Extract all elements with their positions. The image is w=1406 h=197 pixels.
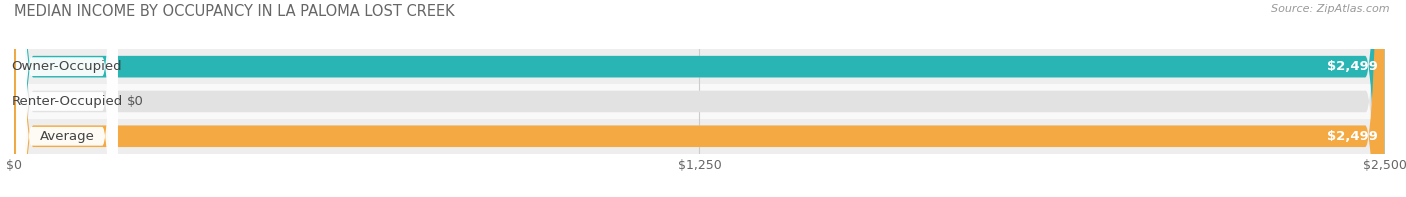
Bar — [14, 119, 1385, 154]
Bar — [14, 49, 1385, 84]
Text: $2,499: $2,499 — [1327, 130, 1378, 143]
FancyBboxPatch shape — [14, 0, 1385, 197]
Text: Owner-Occupied: Owner-Occupied — [11, 60, 122, 73]
Bar — [14, 84, 1385, 119]
FancyBboxPatch shape — [14, 0, 1385, 197]
FancyBboxPatch shape — [17, 0, 118, 197]
Text: $0: $0 — [127, 95, 143, 108]
FancyBboxPatch shape — [17, 0, 118, 197]
FancyBboxPatch shape — [14, 0, 1385, 197]
Text: Source: ZipAtlas.com: Source: ZipAtlas.com — [1271, 4, 1389, 14]
FancyBboxPatch shape — [14, 0, 1385, 197]
FancyBboxPatch shape — [17, 0, 118, 197]
Text: Average: Average — [39, 130, 94, 143]
FancyBboxPatch shape — [14, 0, 1385, 197]
Text: MEDIAN INCOME BY OCCUPANCY IN LA PALOMA LOST CREEK: MEDIAN INCOME BY OCCUPANCY IN LA PALOMA … — [14, 4, 454, 19]
Text: Renter-Occupied: Renter-Occupied — [11, 95, 122, 108]
Text: $2,499: $2,499 — [1327, 60, 1378, 73]
